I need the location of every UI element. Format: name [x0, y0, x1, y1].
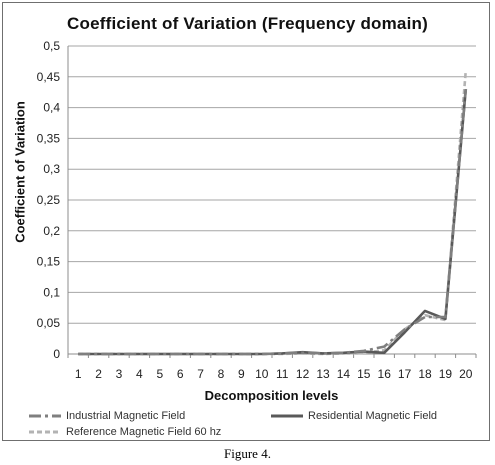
x-axis-label: Decomposition levels [204, 388, 339, 403]
legend-item-reference: Reference Magnetic Field 60 hz [28, 426, 221, 438]
x-tick-label: 8 [218, 367, 225, 381]
x-tick-labels: 1 2 3 4 5 6 7 8 9 10 11 12 13 14 15 16 17 18 19 20 [75, 367, 473, 381]
series-line-2 [78, 70, 468, 356]
y-tick-label: 0,2 [43, 224, 60, 238]
x-tick-label: 9 [238, 367, 245, 381]
y-tick-label: 0,25 [37, 193, 61, 207]
x-tick-label: 18 [418, 367, 432, 381]
y-tick-labels: 0 0,05 0,1 0,15 0,2 0,25 0,3 0,35 0,4 0,45 0,5 [37, 39, 61, 361]
x-tick-label: 7 [197, 367, 204, 381]
x-tick-label: 1 [75, 367, 82, 381]
y-tick-label: 0 [53, 347, 60, 361]
figure-caption: Figure 4. [224, 446, 271, 461]
legend-swatch-solid-icon [271, 414, 303, 418]
x-tick-label: 16 [378, 367, 392, 381]
series-line-0 [78, 88, 468, 356]
legend-label: Industrial Magnetic Field [66, 410, 186, 422]
grid-lines [67, 45, 477, 358]
x-tick-label: 13 [316, 367, 330, 381]
x-tick-label: 11 [276, 367, 289, 381]
y-tick-label: 0,45 [37, 70, 61, 84]
x-tick-label: 15 [357, 367, 371, 381]
x-tick-label: 2 [95, 367, 102, 381]
x-tick-label: 14 [337, 367, 351, 381]
legend-swatch-dash-dot-icon [29, 414, 61, 418]
chart-title: Coefficient of Variation (Frequency doma… [67, 14, 428, 33]
y-axis-label: Coefficient of Variation [12, 101, 28, 243]
y-tick-label: 0,4 [43, 101, 60, 115]
x-tick-label: 17 [398, 367, 412, 381]
chart-frame [2, 2, 490, 441]
legend-item-industrial: Industrial Magnetic Field [28, 410, 185, 422]
series-line-1 [78, 88, 468, 356]
x-tick-label: 20 [459, 367, 473, 381]
y-tick-label: 0,05 [37, 316, 61, 330]
x-tick-label: 19 [439, 367, 453, 381]
x-tick-label: 6 [177, 367, 184, 381]
x-tick-label: 12 [296, 367, 310, 381]
y-tick-label: 0,3 [43, 162, 60, 176]
legend-label: Reference Magnetic Field 60 hz [66, 426, 222, 438]
x-tick-label: 10 [255, 367, 269, 381]
y-tick-label: 0,1 [43, 285, 60, 299]
y-tick-label: 0,35 [37, 131, 61, 145]
x-tick-label: 5 [156, 367, 163, 381]
x-tick-label: 4 [136, 367, 143, 381]
series-lines [78, 70, 468, 356]
legend-swatch-dashed-icon [29, 430, 61, 434]
legend-item-residential: Residential Magnetic Field [270, 410, 437, 422]
y-tick-label: 0,15 [37, 255, 61, 269]
x-tick-label: 3 [116, 367, 123, 381]
legend-label: Residential Magnetic Field [308, 410, 438, 422]
y-tick-label: 0,5 [43, 39, 60, 53]
